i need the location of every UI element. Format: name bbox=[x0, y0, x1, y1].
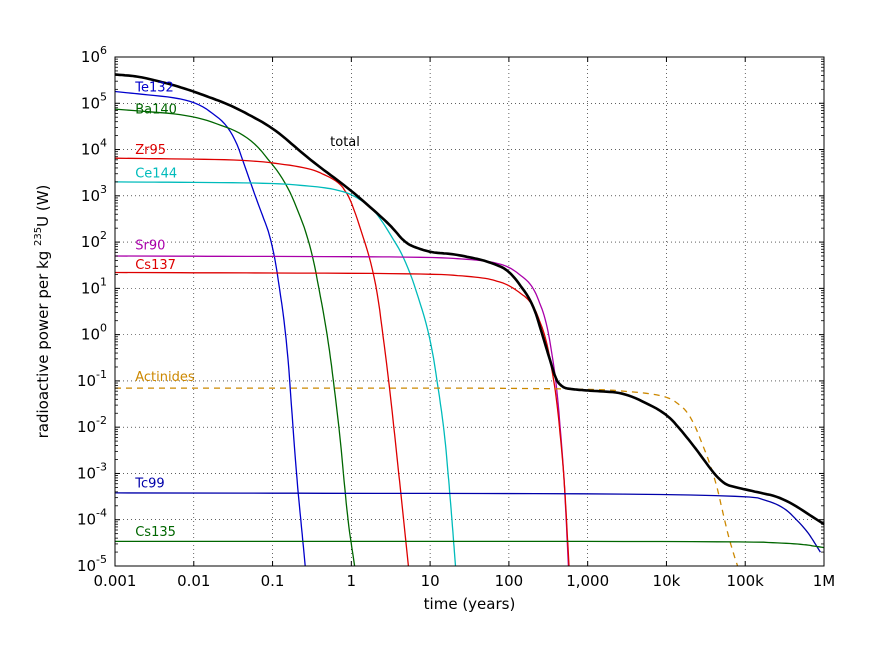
series-line-tc99 bbox=[114, 492, 821, 553]
y-tick-label: 105 bbox=[81, 90, 107, 112]
series-label-tc99: Tc99 bbox=[134, 476, 164, 491]
x-tick-label: 0.1 bbox=[261, 572, 285, 590]
series-line-cs137 bbox=[114, 271, 570, 567]
series-line-actinides bbox=[115, 387, 739, 567]
y-tick-label: 104 bbox=[81, 137, 107, 159]
series-label-te132: Te132 bbox=[134, 80, 174, 95]
series-label-cs135: Cs135 bbox=[135, 525, 176, 540]
x-tick-label: 10 bbox=[421, 572, 440, 590]
x-tick-label: 100 bbox=[495, 572, 524, 590]
series-line-ba140 bbox=[114, 108, 356, 567]
series-label-total: total bbox=[330, 135, 360, 150]
y-tick-label: 100 bbox=[81, 322, 107, 344]
series-line-total bbox=[114, 73, 825, 526]
y-axis-label-sup: 235 bbox=[33, 227, 44, 246]
x-tick-label: 10k bbox=[653, 572, 681, 590]
series-line-te132 bbox=[114, 90, 306, 567]
y-tick-label: 106 bbox=[81, 44, 107, 66]
series-line-cs135 bbox=[115, 540, 825, 549]
y-tick-label: 10-1 bbox=[77, 368, 107, 390]
x-axis-label: time (years) bbox=[424, 595, 516, 613]
y-tick-label: 101 bbox=[81, 275, 107, 297]
x-tick-label: 0.001 bbox=[94, 572, 137, 590]
x-tick-label: 1 bbox=[347, 572, 357, 590]
series-label-actinides: Actinides bbox=[135, 370, 195, 385]
series-label-ce144: Ce144 bbox=[135, 166, 177, 181]
y-tick-label: 10-5 bbox=[77, 553, 107, 575]
y-tick-label: 10-4 bbox=[77, 507, 107, 529]
y-axis-label-pre: radioactive power per kg bbox=[34, 246, 52, 438]
series-line-ce144 bbox=[114, 181, 457, 567]
plot-frame bbox=[114, 56, 825, 567]
x-tick-label: 1,000 bbox=[566, 572, 609, 590]
y-tick-label: 10-2 bbox=[77, 414, 107, 436]
y-tick-label: 10-3 bbox=[77, 460, 107, 482]
axis-ticks: 0.001 0.01 0.1 1 10 100 1,000 10k 100k 1M 10-5 10-4… bbox=[77, 44, 835, 590]
series-label-zr95: Zr95 bbox=[135, 143, 166, 158]
grid bbox=[115, 57, 824, 566]
series-lines bbox=[114, 73, 825, 567]
series-line-zr95 bbox=[114, 157, 410, 567]
series-label-cs137: Cs137 bbox=[135, 258, 176, 273]
x-tick-label: 100k bbox=[727, 572, 765, 590]
y-axis-label-post: U (W) bbox=[34, 185, 52, 227]
y-axis-label: radioactive power per kg 235U (W) bbox=[33, 185, 52, 439]
series-label-ba140: Ba140 bbox=[135, 103, 177, 118]
x-tick-label: 1M bbox=[813, 572, 836, 590]
series-label-sr90: Sr90 bbox=[135, 238, 165, 253]
y-tick-label: 102 bbox=[81, 229, 107, 251]
y-tick-label: 103 bbox=[81, 183, 107, 205]
series-labels: Te132 Ba140 Zr95 Ce144 Sr90 Cs137 Actinides Tc9… bbox=[134, 80, 360, 539]
x-tick-label: 0.01 bbox=[177, 572, 210, 590]
